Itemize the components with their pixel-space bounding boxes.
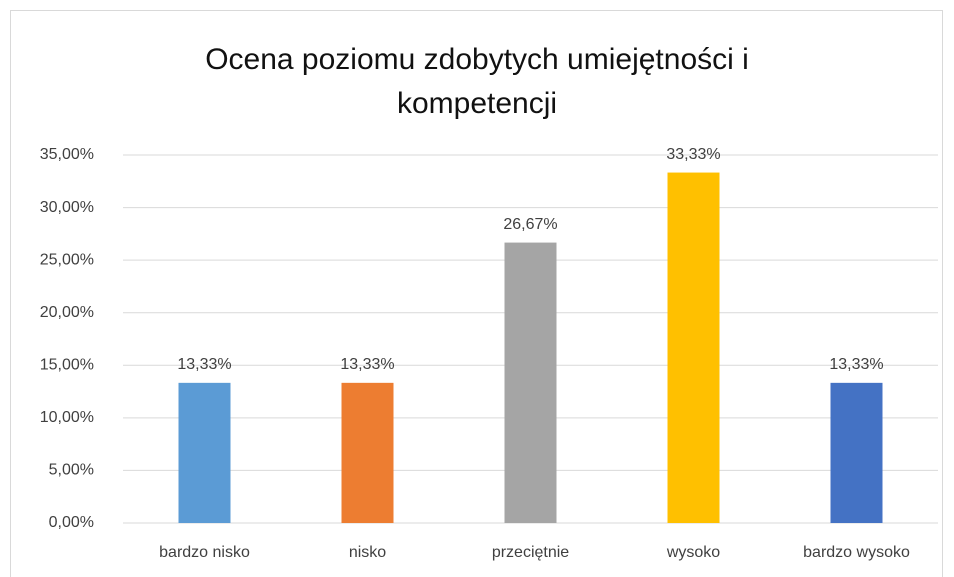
chart-title: Ocena poziomu zdobytych umiejętności i k… [205,43,749,120]
y-tick-label: 10,00% [40,409,94,426]
chart-border [10,10,943,577]
x-tick-label: nisko [349,544,386,561]
bar [667,172,720,524]
x-tick-label: przeciętnie [492,544,569,561]
bar [830,382,883,523]
data-label: 33,33% [666,146,720,163]
y-tick-label: 5,00% [49,462,94,479]
y-tick-label: 15,00% [40,357,94,374]
bar [341,382,394,523]
data-label: 13,33% [829,356,883,373]
bar [178,382,231,523]
y-tick-label: 25,00% [40,251,94,268]
data-label: 13,33% [177,356,231,373]
x-tick-label: wysoko [666,544,720,561]
y-tick-label: 30,00% [40,199,94,216]
x-tick-label: bardzo nisko [159,544,250,561]
y-tick-label: 20,00% [40,304,94,321]
data-label: 26,67% [503,216,557,233]
bar [504,242,557,524]
y-tick-label: 0,00% [49,514,94,531]
data-label: 13,33% [340,356,394,373]
x-tick-label: bardzo wysoko [803,544,910,561]
y-tick-label: 35,00% [40,146,94,163]
